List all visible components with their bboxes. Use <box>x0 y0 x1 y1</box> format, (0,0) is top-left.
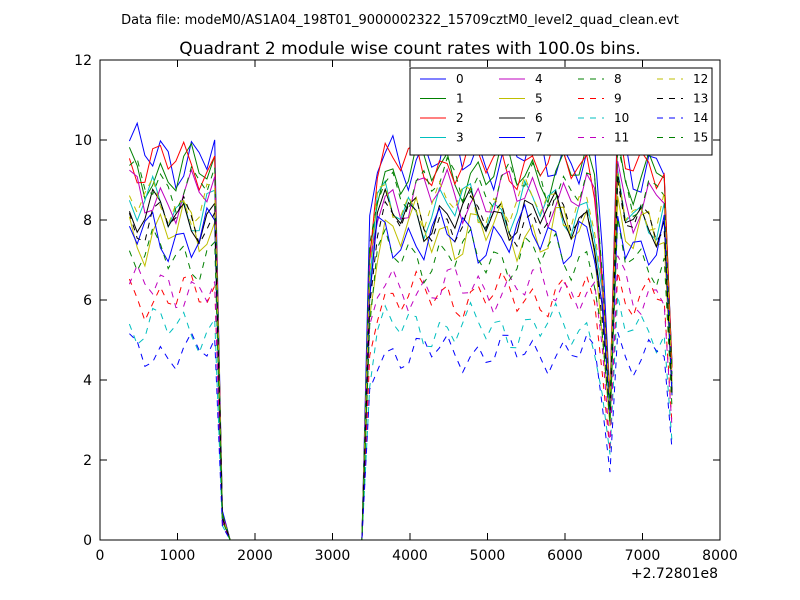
x-tick-label: 7000 <box>625 548 661 564</box>
legend-label-4: 4 <box>535 72 543 86</box>
x-tick-label: 1000 <box>160 548 196 564</box>
legend-label-11: 11 <box>614 131 629 145</box>
series-line-6 <box>128 173 673 541</box>
y-tick-label: 4 <box>83 373 92 389</box>
plot-area <box>128 109 673 541</box>
series-line-2 <box>128 119 673 541</box>
x-axis: 0 1000 2000 3000 4000 5000 6000 7000 8000 <box>96 60 738 564</box>
legend-label-2: 2 <box>456 111 464 125</box>
series-line-9 <box>128 270 673 541</box>
x-tick-label: 2000 <box>237 548 273 564</box>
series-line-4 <box>129 161 673 541</box>
y-tick-label: 8 <box>83 213 92 229</box>
legend-label-13: 13 <box>693 92 708 106</box>
legend-label-15: 15 <box>693 131 708 145</box>
series-line-3 <box>128 169 673 541</box>
legend-label-0: 0 <box>456 72 464 86</box>
series-line-12 <box>128 173 673 541</box>
legend-label-10: 10 <box>614 111 629 125</box>
y-tick-label: 6 <box>83 293 92 309</box>
chart-title: Quadrant 2 module wise count rates with … <box>179 39 640 59</box>
legend-box <box>409 67 713 156</box>
x-tick-label: 0 <box>96 548 105 564</box>
y-tick-label: 10 <box>74 133 92 149</box>
legend-label-8: 8 <box>614 72 622 86</box>
series-line-10 <box>128 295 673 541</box>
legend-label-9: 9 <box>614 92 622 106</box>
x-tick-label: 4000 <box>392 548 428 564</box>
series-line-7 <box>128 203 673 541</box>
y-tick-label: 12 <box>74 53 92 69</box>
legend-label-3: 3 <box>456 131 464 145</box>
legend-label-14: 14 <box>693 111 708 125</box>
suptitle: Data file: modeM0/AS1A04_198T01_90000023… <box>121 13 679 28</box>
x-tick-label: 6000 <box>547 548 583 564</box>
series-line-11 <box>128 255 673 541</box>
x-tick-label: 8000 <box>702 548 738 564</box>
series-line-8 <box>129 145 673 541</box>
x-offset-label: +2.72801e8 <box>631 566 718 582</box>
legend-label-6: 6 <box>535 111 543 125</box>
x-tick-label: 5000 <box>470 548 506 564</box>
legend-label-5: 5 <box>535 92 543 106</box>
legend-label-1: 1 <box>456 92 464 106</box>
x-tick-label: 3000 <box>315 548 351 564</box>
series-line-13 <box>128 180 673 541</box>
y-tick-label: 0 <box>83 533 92 549</box>
y-tick-label: 2 <box>83 453 92 469</box>
series-line-14 <box>129 331 673 541</box>
series-line-15 <box>128 217 673 541</box>
legend-label-12: 12 <box>693 72 708 86</box>
legend-label-7: 7 <box>535 131 543 145</box>
